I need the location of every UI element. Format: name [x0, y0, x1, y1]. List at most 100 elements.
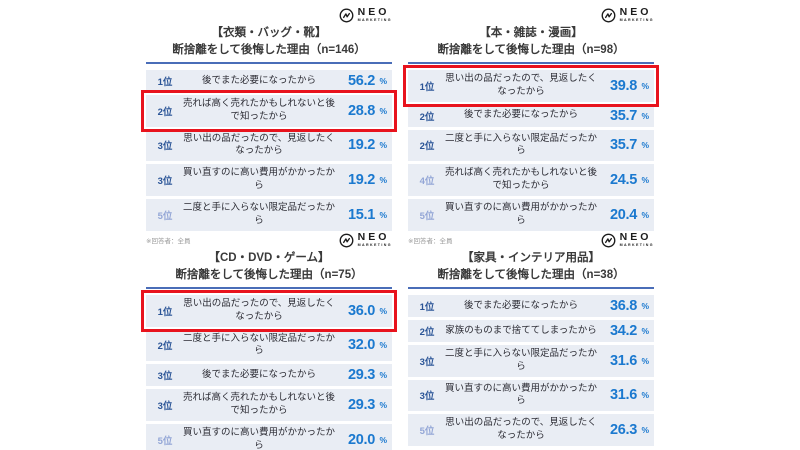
logo-neo-text: NEO: [619, 231, 652, 244]
percent-sign: %: [379, 105, 387, 116]
panel-title: 断捨離をして後悔した理由（n=38）: [437, 268, 625, 281]
reason-text: 買い直すのに高い費用がかかったから: [444, 382, 597, 407]
ranking-table: 1位 後でまた必要になったから 56.2 % 2位 売れば高く売れたかもしれない…: [141, 70, 397, 231]
reason-text: 後でまた必要になったから: [463, 299, 578, 311]
rank-label: 5位: [419, 210, 435, 222]
panel-furniture-interior: NEO MARKETING 【家具・インテリア用品】 断捨離をして後悔した理由（…: [408, 225, 654, 450]
table-row: 2位 後でまた必要になったから 35.7 %: [408, 104, 654, 127]
percent-value: 28.8: [347, 102, 375, 119]
table-row: 5位 二度と手に入らない限定品だったから 15.1 %: [146, 198, 392, 231]
percent-sign: %: [379, 76, 387, 87]
reason-text: 売れば高く売れたかもしれないと後で知ったから: [182, 392, 335, 417]
percent-value: 35.7: [609, 137, 637, 154]
percent-sign: %: [379, 434, 387, 445]
percent-sign: %: [379, 340, 387, 351]
logo-neo-text: NEO: [357, 6, 390, 19]
neo-marketing-logo: NEO MARKETING: [408, 5, 654, 25]
rank-label: 3位: [157, 141, 173, 153]
percent-sign: %: [641, 326, 649, 337]
rank-label: 5位: [419, 426, 435, 438]
reason-text: 買い直すのに高い費用がかかったから: [182, 167, 335, 192]
reason-text: 売れば高く売れたかもしれないと後で知ったから: [444, 167, 597, 192]
reason-text: 買い直すのに高い費用がかかったから: [444, 201, 597, 226]
reason-text: 二度と手に入らない限定品だったから: [444, 132, 597, 157]
reason-text: 二度と手に入らない限定品だったから: [182, 332, 335, 357]
title-underline: [146, 62, 392, 65]
rank-label: 2位: [157, 341, 173, 353]
table-row: 3位 買い直すのに高い費用がかかったから 31.6 %: [408, 379, 654, 412]
percent-value: 20.4: [609, 206, 637, 223]
ranking-table: 1位 思い出の品だったので、見返したくなったから 36.0 % 2位 二度と手に…: [141, 290, 397, 450]
logo-neo-text: NEO: [357, 231, 390, 244]
panel-clothing-bags-shoes: NEO MARKETING 【衣類・バッグ・靴】 断捨離をして後悔した理由（n=…: [141, 0, 397, 245]
reason-text: 買い直すのに高い費用がかかったから: [182, 426, 335, 450]
reason-text: 後でまた必要になったから: [201, 368, 316, 380]
percent-value: 39.8: [609, 77, 637, 94]
table-row: 1位 後でまた必要になったから 36.8 %: [408, 295, 654, 318]
rank-label: 5位: [157, 435, 173, 447]
neo-logo-wordmark: NEO MARKETING: [620, 7, 654, 23]
ranking-table: 1位 思い出の品だったので、見返したくなったから 39.8 % 2位 後でまた必…: [403, 65, 659, 231]
table-row: 3位 後でまた必要になったから 29.3 %: [146, 364, 392, 387]
logo-marketing-text: MARKETING: [357, 243, 392, 248]
reason-text: 思い出の品だったので、見返したくなったから: [445, 417, 597, 442]
percent-value: 56.2: [347, 73, 375, 90]
survey-results-grid: NEO MARKETING 【衣類・バッグ・靴】 断捨離をして後悔した理由（n=…: [141, 0, 659, 450]
rank-label: 3位: [157, 371, 173, 383]
percent-sign: %: [641, 175, 649, 186]
table-row: 3位 買い直すのに高い費用がかかったから 19.2 %: [146, 164, 392, 196]
reason-text: 後でまた必要になったから: [463, 109, 578, 121]
respondents-footnote: ※回答者：全員: [146, 237, 191, 245]
table-row: 2位 二度と手に入らない限定品だったから 35.7 %: [408, 129, 654, 162]
respondents-footnote: ※回答者：全員: [408, 237, 453, 245]
logo-neo-text: NEO: [619, 6, 652, 19]
table-row: 5位 買い直すのに高い費用がかかったから 20.0 %: [146, 423, 392, 450]
percent-value: 20.0: [347, 431, 375, 448]
percent-value: 32.0: [347, 337, 375, 354]
rank-label: 1位: [157, 306, 173, 318]
percent-sign: %: [379, 370, 387, 381]
reason-text: 二度と手に入らない限定品だったから: [182, 201, 335, 226]
neo-logo-wordmark: NEO MARKETING: [620, 232, 654, 248]
rank-label: 4位: [419, 176, 435, 188]
rank-label: 3位: [419, 356, 435, 368]
percent-sign: %: [641, 301, 649, 312]
percent-sign: %: [379, 305, 387, 316]
percent-sign: %: [641, 80, 649, 91]
neo-marketing-logo: NEO MARKETING: [146, 5, 392, 25]
neo-logo-icon: [339, 233, 354, 247]
reason-text: 売れば高く売れたかもしれないと後で知ったから: [182, 98, 335, 122]
rank-label: 2位: [157, 106, 173, 118]
percent-value: 36.0: [347, 302, 375, 319]
panel-category: 【CD・DVD・ゲーム】: [208, 252, 330, 264]
panel-title: 断捨離をして後悔した理由（n=146）: [172, 43, 366, 56]
percent-value: 29.3: [347, 397, 375, 414]
panel-title: 断捨離をして後悔した理由（n=98）: [437, 43, 625, 56]
reason-text: 思い出の品だったので、見返したくなったから: [183, 298, 335, 322]
table-row: 2位 二度と手に入らない限定品だったから 32.0 %: [146, 329, 392, 362]
percent-value: 24.5: [609, 172, 637, 189]
table-row: 1位 後でまた必要になったから 56.2 %: [146, 70, 392, 93]
title-underline: [146, 287, 392, 290]
reason-text: 後でまた必要になったから: [201, 74, 316, 86]
rank-label: 3位: [157, 401, 173, 413]
reason-text: 思い出の品だったので、見返したくなったから: [183, 132, 335, 157]
panel-category: 【本・雑誌・漫画】: [479, 27, 583, 39]
percent-value: 19.2: [347, 137, 375, 154]
neo-logo-icon: [601, 233, 616, 247]
neo-marketing-logo: NEO MARKETING: [408, 230, 654, 250]
rank-label: 3位: [157, 176, 173, 188]
percent-value: 34.2: [609, 323, 637, 340]
table-row: 5位 買い直すのに高い費用がかかったから 20.4 %: [408, 198, 654, 231]
table-row-highlighted: 2位 売れば高く売れたかもしれないと後で知ったから 28.8 %: [141, 90, 397, 132]
percent-sign: %: [641, 140, 649, 151]
percent-value: 31.6: [609, 352, 637, 369]
percent-sign: %: [641, 355, 649, 366]
title-underline: [408, 287, 654, 290]
percent-value: 29.3: [347, 367, 375, 384]
percent-sign: %: [641, 209, 649, 220]
table-row: 3位 二度と手に入らない限定品だったから 31.6 %: [408, 345, 654, 377]
neo-logo-wordmark: NEO MARKETING: [358, 232, 392, 248]
panel-cd-dvd-games: NEO MARKETING 【CD・DVD・ゲーム】 断捨離をして後悔した理由（…: [141, 225, 397, 450]
percent-sign: %: [379, 175, 387, 186]
